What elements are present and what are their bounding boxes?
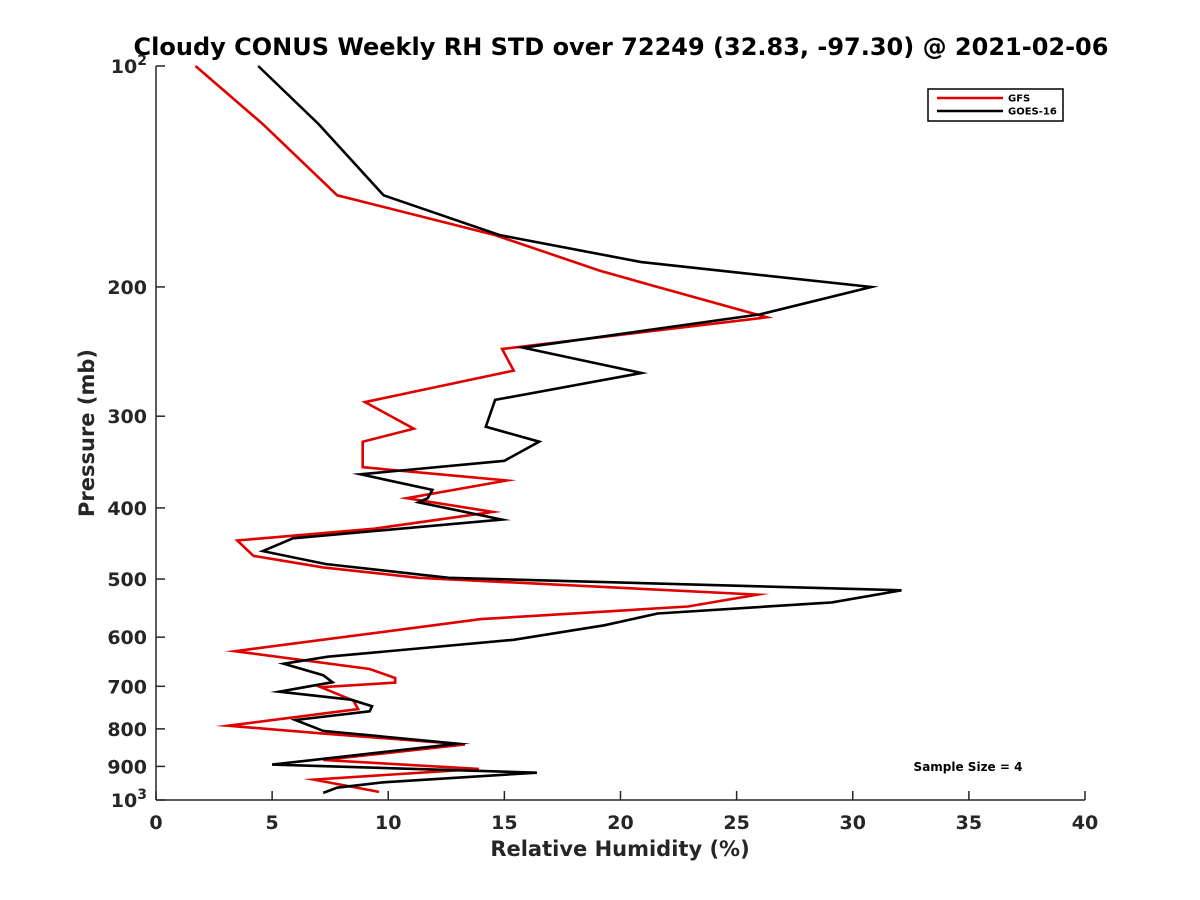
x-tick-label: 30 — [840, 812, 866, 834]
y-tick-label: 900 — [107, 756, 147, 778]
x-tick-label: 10 — [375, 812, 401, 834]
series-line-gfs — [194, 65, 774, 794]
x-tick-label: 0 — [149, 812, 162, 834]
y-tick-label: 500 — [107, 569, 147, 591]
x-tick-label: 35 — [956, 812, 982, 834]
x-axis-label: Relative Humidity (%) — [490, 837, 749, 861]
y-tick-label: 700 — [107, 676, 147, 698]
y-tick-label: 200 — [107, 277, 147, 299]
x-tick-label: 40 — [1072, 812, 1098, 834]
plot-series — [194, 65, 902, 795]
x-tick-label: 20 — [607, 812, 633, 834]
x-tick-label: 15 — [491, 812, 517, 834]
axis-ticks: 0 5 10 15 20 25 30 35 40 102 200 300 400 500 600 700 800… — [107, 53, 1098, 834]
y-tick-label: 300 — [107, 406, 147, 428]
legend-box — [927, 88, 1064, 122]
y-axis-label: Pressure (mb) — [75, 349, 99, 517]
x-tick-label: 5 — [266, 812, 279, 834]
y-tick-label: 103 — [111, 787, 147, 812]
x-tick-label: 25 — [723, 812, 749, 834]
y-tick-label: 102 — [111, 53, 147, 78]
y-tick-label: 600 — [107, 627, 147, 649]
series-line-goes16 — [257, 65, 902, 795]
chart-title: Cloudy CONUS Weekly RH STD over 72249 (3… — [134, 33, 1109, 61]
legend-label-gfs: GFS — [1008, 94, 1030, 105]
y-tick-label: 800 — [107, 719, 147, 741]
legend-label-goes16: GOES-16 — [1008, 107, 1057, 118]
legend: GFS GOES-16 — [927, 88, 1064, 122]
sample-size-annotation: Sample Size = 4 — [914, 760, 1023, 774]
y-tick-label: 400 — [107, 498, 147, 520]
